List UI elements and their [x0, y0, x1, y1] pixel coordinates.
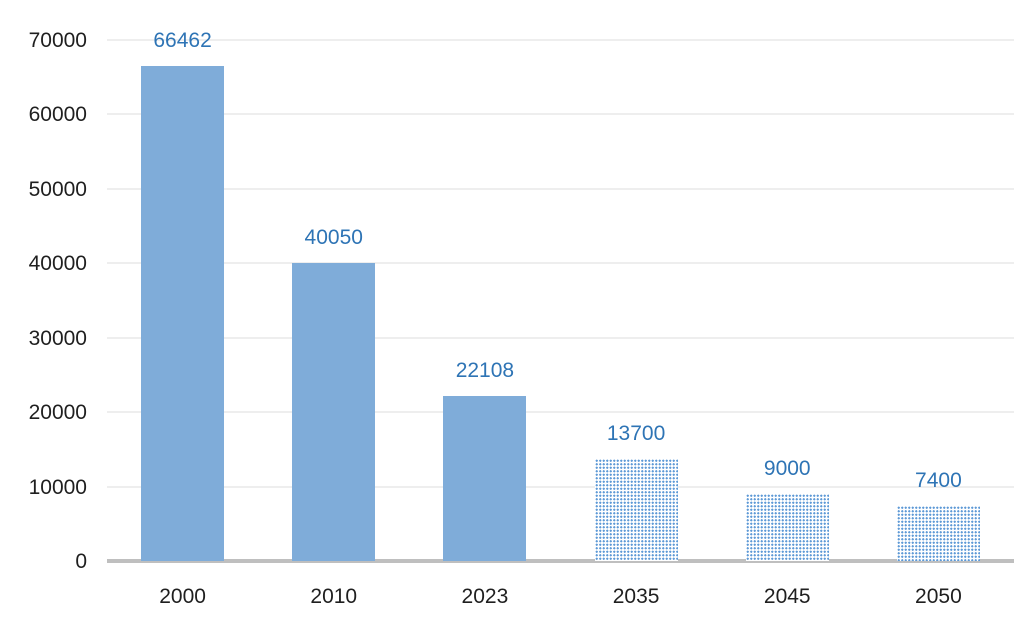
- gridline-50000: [107, 187, 1014, 190]
- gridline-10000: [107, 485, 1014, 488]
- x-axis-baseline: [107, 559, 1014, 563]
- gridline-20000: [107, 411, 1014, 414]
- bar-value-label-2023: 22108: [455, 359, 515, 383]
- x-axis-label-2000: 2000: [159, 585, 206, 608]
- y-axis-label-0: 0: [75, 550, 87, 573]
- gridline-60000: [107, 113, 1014, 116]
- y-axis-label-60000: 60000: [28, 103, 87, 127]
- bar-value-label-2045: 9000: [763, 457, 811, 480]
- gridline-30000: [107, 336, 1014, 339]
- x-axis-label-2023: 2023: [461, 585, 509, 608]
- x-axis-label-2035: 2035: [612, 585, 660, 608]
- x-axis-label-2045: 2045: [763, 585, 811, 608]
- bar-2050: [896, 505, 980, 561]
- gridline-40000: [107, 262, 1014, 265]
- bar-2035: [594, 459, 678, 561]
- y-axis-label-20000: 20000: [28, 401, 87, 425]
- y-axis-label-70000: 70000: [28, 29, 87, 52]
- x-axis-label-2050: 2050: [915, 585, 962, 608]
- gridline-70000: [107, 39, 1014, 41]
- y-axis-label-10000: 10000: [28, 475, 87, 499]
- bar-2045: [745, 494, 829, 561]
- bar-2010: [292, 262, 376, 561]
- bar-2023: [443, 396, 527, 561]
- bar-value-label-2010: 40050: [304, 225, 363, 249]
- bar-value-label-2035: 13700: [606, 422, 666, 446]
- bar-2000: [141, 66, 225, 561]
- y-axis-label-30000: 30000: [28, 326, 87, 350]
- bar-value-label-2050: 7400: [915, 468, 962, 492]
- y-axis-label-40000: 40000: [28, 252, 87, 276]
- x-axis-label-2010: 2010: [310, 585, 358, 608]
- y-axis-label-50000: 50000: [28, 177, 87, 201]
- bar-value-label-2000: 66462: [153, 29, 212, 53]
